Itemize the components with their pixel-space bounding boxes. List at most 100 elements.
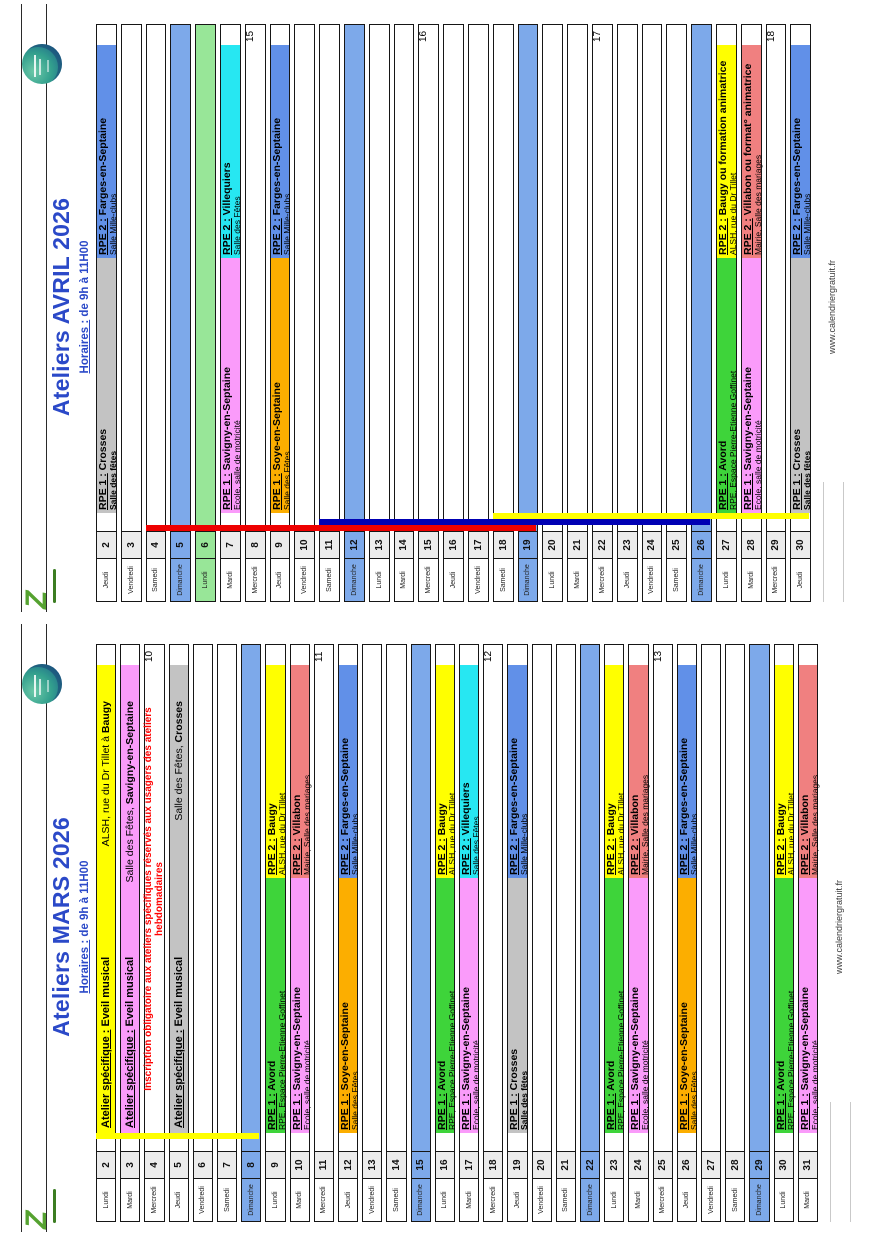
day-content [593, 25, 612, 531]
day-row-29: Dimanche 29 [747, 644, 771, 1222]
text-label: Salle des Fêtes, [172, 742, 185, 821]
day-strip: Lundi 6 [195, 24, 216, 602]
event-venue: Mairie, Salle des mariages [302, 665, 312, 878]
day-name-label: Lundi [610, 1191, 618, 1209]
day-name-label: Jeudi [623, 571, 631, 589]
day-number-cell: 16 [444, 531, 463, 558]
event-venue: ALSH, rue du Dr Tillet [447, 665, 457, 878]
event-venue: Salle Mille-clubs [108, 45, 118, 258]
day-content: RPE 1 : Crosses Salle des fêtes RPE 2 : Fa… [791, 25, 812, 531]
event-venue: ALSH, rue du Dr Tillet [786, 665, 796, 878]
day-name-label: Dimanche [586, 1184, 594, 1216]
day-name-label: Vendredi [648, 566, 656, 594]
event-venue: Salle des fêtes [802, 258, 812, 513]
text-label: Salle Mille-clubs [688, 813, 699, 875]
week-number: 11 [314, 644, 325, 662]
day-name-label: Jeudi [450, 571, 458, 589]
rpe1-event-bar: RPE 1 : Savigny-en-Septaine Ecole, salle … [460, 878, 481, 1133]
week-number: 13 [653, 644, 664, 662]
day-number: 11 [324, 539, 336, 551]
day-name-label: Samedi [392, 1188, 400, 1212]
rpe1-event-bar: RPE 1 : Soye-en-Septaine Salle des Fêtes [677, 878, 699, 1133]
text-label: Inscription obligatoire aux ateliers spé… [143, 707, 155, 1091]
day-content: Atelier spécifique : Eveil musical Salle … [121, 645, 140, 1151]
rpe2-event-bar: RPE 2 : Farges-en-Septaine Salle Mille-cl… [677, 665, 699, 878]
event-venue: RPE, Espace Pierre-Etienne Goffinet [616, 878, 626, 1133]
day-content [419, 25, 438, 531]
event-venue: Salle des Fêtes [350, 878, 360, 1133]
day-number: 19 [522, 539, 534, 551]
day-number: 13 [373, 539, 385, 551]
event-venue: ALSH, rue du Dr Tillet [616, 665, 626, 878]
day-row-10: Mardi 10 RPE 1 : Savigny-en-Septaine Ecole,… [288, 644, 312, 1222]
rpe2-event-bar: RPE 2 : Baugy ALSH, rue du Dr Tillet [435, 665, 457, 878]
day-strip: Vendredi 27 [701, 644, 722, 1222]
week-number-label: 10 [144, 650, 156, 662]
day-name-cell: Lundi [435, 1178, 454, 1221]
day-name-cell: Dimanche [411, 1178, 430, 1221]
day-content [667, 25, 686, 531]
day-name-label: Dimanche [247, 1184, 255, 1216]
text-label: Eveil musical [100, 956, 113, 1030]
day-name-label: Samedi [152, 568, 160, 592]
day-name-label: Vendredi [199, 1186, 207, 1214]
day-strip: Dimanche 15 [410, 644, 431, 1222]
day-number-cell: 31 [798, 1151, 817, 1178]
day-name-cell: Jeudi [677, 1178, 696, 1221]
vacation-line-yellow [96, 1133, 260, 1139]
source-url: www.calendriergratuit.fr [834, 879, 844, 975]
day-number-cell: 10 [290, 1151, 309, 1178]
text-label: Atelier spécifique : [100, 1029, 113, 1128]
day-strip: Mercredi 18 [483, 644, 504, 1222]
day-content: RPE 1 : Avord RPE, Espace Pierre-Etienne … [605, 645, 626, 1151]
week-number-label: 18 [765, 30, 777, 42]
day-number: 4 [148, 1162, 160, 1168]
event-venue: Salle Mille-clubs [519, 665, 529, 878]
day-row-31: Mardi 31 RPE 1 : Savigny-en-Septaine Ecole,… [796, 644, 820, 1222]
rpe2-event-bar: RPE 2 : Farges-en-Septaine Salle Mille-cl… [791, 45, 812, 258]
rpe2-event-bar: RPE 2 : Villabon Mairie, Salle des mariag… [290, 665, 312, 878]
day-name-cell: Mardi [741, 558, 761, 601]
day-number-cell: 3 [121, 531, 141, 558]
rpe2-event-bar: RPE 2 : Villabon Mairie, Salle des mariag… [629, 665, 650, 878]
event-venue: Mairie, Salle des mariages [810, 665, 820, 878]
day-number: 16 [439, 1159, 451, 1171]
day-number-cell: 5 [171, 531, 191, 558]
day-strip: Mardi 17 RPE 1 : Savigny-en-Septaine Ecole,… [459, 644, 481, 1222]
day-name-cell: Mercredi [766, 558, 786, 601]
day-row-3: Vendredi 3 [119, 24, 144, 602]
day-strip: Samedi 28 [725, 644, 746, 1222]
day-number: 3 [124, 1162, 136, 1168]
day-name-cell: Mercredi [314, 1178, 333, 1221]
special-event-bar: Atelier spécifique : Eveil musical Salle … [169, 665, 188, 1133]
day-name-cell: Mercredi [653, 1178, 672, 1221]
day-content: RPE 1 : Savigny-en-Septaine Ecole, salle … [629, 645, 650, 1151]
day-content [242, 645, 260, 1151]
day-strip: Dimanche 29 [749, 644, 770, 1222]
day-name-label: Jeudi [797, 571, 805, 589]
rpe2-event-bar: RPE 2 : Baugy ALSH, rue du Dr Tillet [605, 665, 626, 878]
day-content: RPE 1 : Avord RPE, Espace Pierre-Etienne … [717, 25, 738, 531]
day-number-cell: 6 [193, 1151, 212, 1178]
text-label: RPE, Espace Pierre-Etienne Goffinet [785, 990, 796, 1130]
day-name-cell: Samedi [387, 1178, 406, 1221]
week-number: 17 [592, 24, 603, 42]
event-venue: Ecole, salle de motricité [753, 258, 763, 513]
day-name-label: Samedi [326, 568, 334, 592]
rpe2-event-bar: RPE 2 : Farges-en-Septaine Salle Mille-cl… [508, 665, 529, 878]
day-content: RPE 1 : Crosses Salle des fêtes RPE 2 : Fa… [97, 25, 118, 531]
day-name-label: Dimanche [350, 564, 358, 596]
vacation-line-red [145, 525, 537, 531]
day-number: 21 [572, 539, 584, 551]
day-number-cell: 22 [593, 531, 612, 558]
day-name-cell: Mercredi [145, 1178, 164, 1221]
week-number: 16 [418, 24, 429, 42]
day-name-label: Vendredi [538, 1186, 546, 1214]
day-name-cell: Dimanche [242, 1178, 261, 1221]
day-strip: Lundi 13 [368, 24, 390, 602]
day-number: 18 [497, 539, 509, 551]
day-strip: Jeudi 16 [443, 24, 464, 602]
day-content [295, 25, 314, 531]
day-number-cell: 21 [556, 1151, 575, 1178]
